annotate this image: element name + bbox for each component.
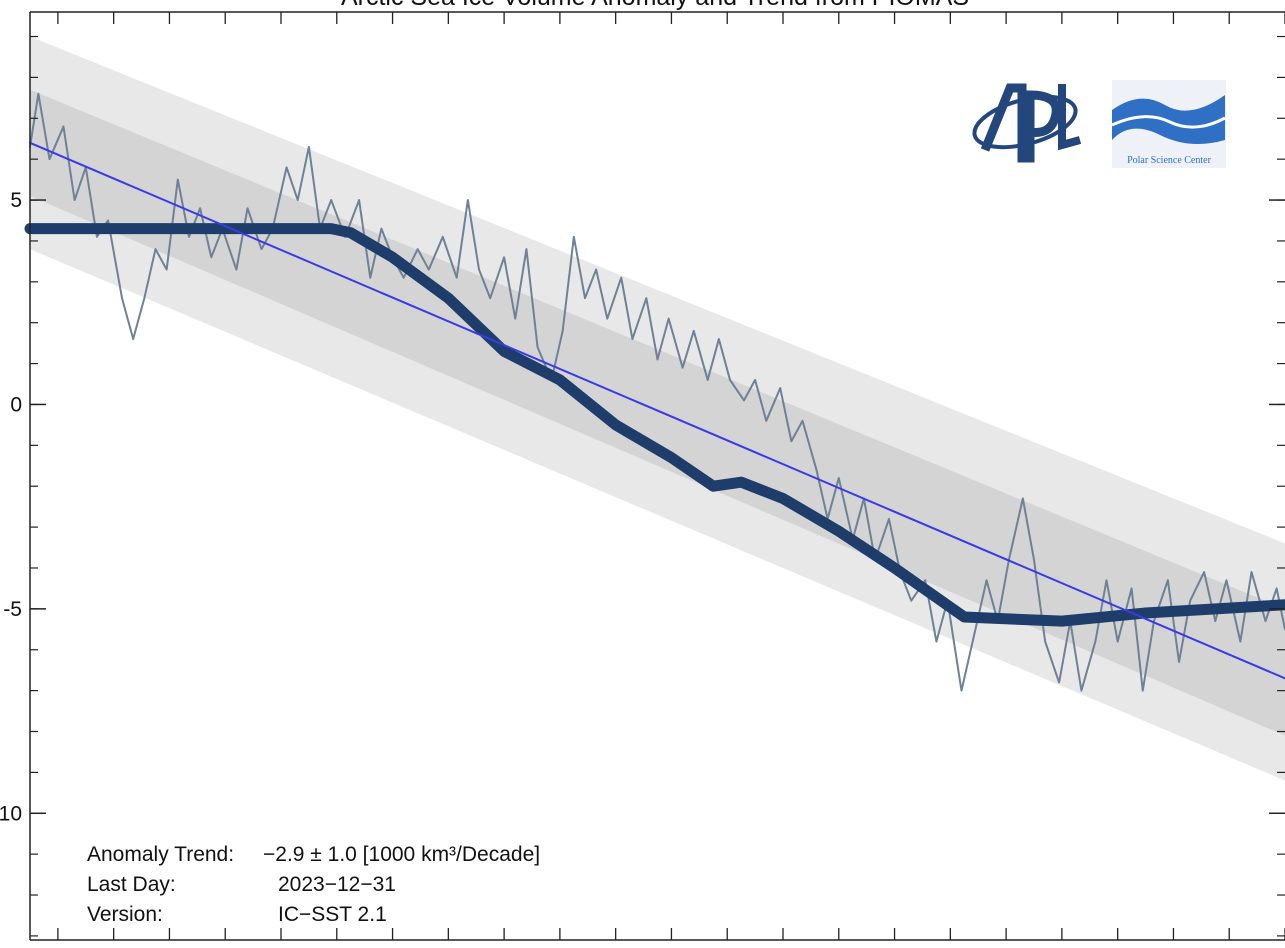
annotation-label: Last Day: bbox=[87, 873, 176, 896]
chart-title: Arctic Sea Ice Volume Anomaly and Trend … bbox=[341, 0, 969, 11]
annotation-value: IC−SST 2.1 bbox=[278, 903, 387, 926]
series-line bbox=[29, 92, 1285, 692]
annotation-label: Version: bbox=[87, 903, 163, 926]
axes: 5 0 -5 -10 bbox=[0, 11, 1285, 941]
apl-logo bbox=[972, 83, 1082, 163]
band bbox=[30, 89, 1285, 736]
y-tick-label: 5 bbox=[10, 189, 22, 212]
annotation-label: Anomaly Trend: bbox=[87, 843, 234, 866]
annotations: Anomaly Trend: −2.9 ± 1.0 [1000 km³/Decad… bbox=[87, 843, 540, 926]
series-line bbox=[24, 223, 1285, 627]
annotation-value: 2023−12−31 bbox=[278, 873, 396, 896]
psc-logo: Polar Science Center bbox=[1111, 80, 1226, 168]
bands bbox=[30, 36, 1285, 781]
y-tick-label: -10 bbox=[0, 802, 22, 825]
y-tick-label: 0 bbox=[10, 393, 22, 416]
annotation-value: −2.9 ± 1.0 [1000 km³/Decade] bbox=[263, 843, 540, 866]
lines bbox=[24, 92, 1285, 692]
y-tick-label: -5 bbox=[3, 598, 22, 621]
series-line bbox=[29, 141, 1285, 680]
logo-text: Polar Science Center bbox=[1127, 155, 1212, 166]
